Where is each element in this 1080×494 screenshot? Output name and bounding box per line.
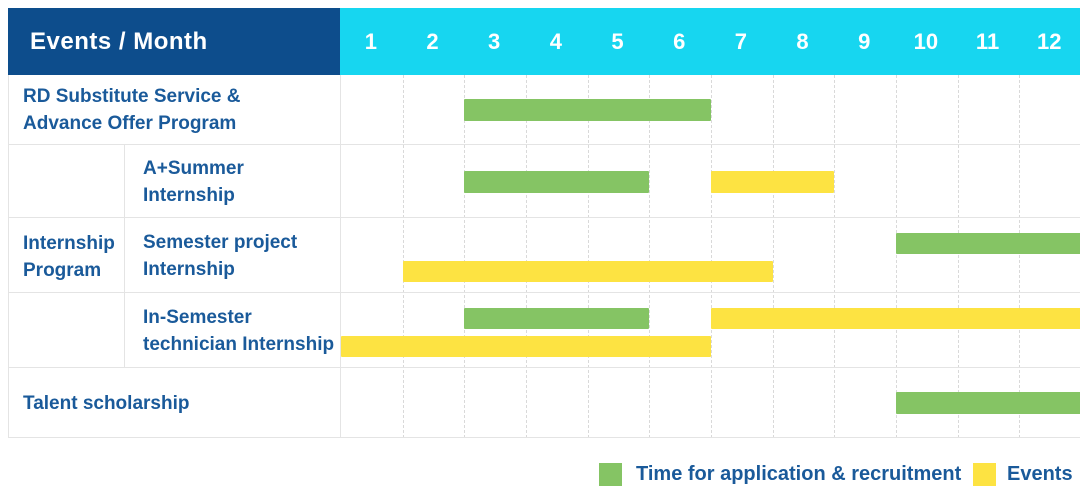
- month-header-9: 9: [858, 28, 871, 54]
- month-header-11: 11: [975, 28, 1000, 54]
- month-gridline-1: [402, 75, 404, 438]
- month-gridline-6: [711, 75, 712, 438]
- month-gridline-2: [464, 75, 466, 438]
- month-gridline-5: [649, 75, 651, 438]
- group-label-line: Program: [23, 259, 102, 281]
- legend-label-recruitment: Time for application & recruitment: [636, 463, 962, 485]
- row-label-1: A+Summer Internship: [125, 145, 341, 218]
- row-label-line: A+Summer: [143, 157, 244, 179]
- row-label-4: Talent scholarship: [9, 368, 341, 438]
- month-header-10: 10: [913, 28, 939, 54]
- gantt-bar-events: [711, 170, 835, 193]
- row-label-0: RD Substitute Service & Advance Offer Pro…: [9, 75, 341, 145]
- legend-swatch-recruitment: [599, 463, 622, 486]
- row-stripe-0: [9, 75, 1080, 145]
- month-gridline-3: [526, 75, 527, 438]
- month-gridline-10: [957, 75, 959, 438]
- month-header-12: 12: [1036, 28, 1062, 54]
- gantt-bar-events: [341, 335, 711, 357]
- month-gridline-9: [896, 75, 897, 438]
- gantt-bar-events: [711, 307, 1080, 329]
- gantt-bar-recruitment: [464, 99, 711, 121]
- group-label-line: Internship: [23, 232, 115, 254]
- month-header-1: 1: [364, 28, 377, 54]
- legend-label-events: Events: [1007, 463, 1073, 485]
- row-label-line: In-Semester: [143, 306, 252, 328]
- row-label-line: Semester project: [143, 231, 298, 253]
- month-header-2: 2: [426, 28, 439, 54]
- row-stripe-1: [9, 145, 1080, 218]
- row-label-2: Semester project Internship: [125, 218, 341, 293]
- header-events-month: Events / Month: [8, 8, 340, 75]
- row-stripe-2: [9, 218, 1080, 293]
- month-header-row: 1 2 3 4 5 6 7 8 9 10 11 12: [340, 8, 1080, 75]
- row-label-line: technician Internship: [143, 333, 335, 355]
- gantt-bar-recruitment: [896, 232, 1080, 254]
- row-label-line: Internship: [143, 184, 235, 206]
- month-gridline-8: [834, 75, 836, 438]
- row-label-line: Internship: [143, 258, 235, 280]
- month-header-5: 5: [611, 28, 624, 54]
- row-label-line: Advance Offer Program: [23, 113, 237, 134]
- legend-swatch-events: [973, 463, 996, 486]
- gantt-plot-area: [341, 75, 1080, 438]
- gantt-bar-recruitment: [464, 307, 650, 329]
- month-gridline-7: [772, 75, 774, 438]
- gantt-bar-recruitment: [464, 170, 650, 193]
- month-gridline-11: [1019, 75, 1021, 438]
- gantt-body: RD Substitute Service & Advance Offer Pro…: [8, 75, 1080, 438]
- legend: Time for application & recruitment Events: [0, 463, 1080, 487]
- row-label-line: RD Substitute Service &: [23, 86, 241, 107]
- month-header-8: 8: [796, 28, 809, 54]
- month-header-4: 4: [549, 28, 562, 54]
- row-stripe-4: [9, 368, 1080, 438]
- gantt-bar-recruitment: [896, 392, 1080, 414]
- row-stripe-3: [9, 293, 1080, 368]
- gantt-bar-events: [402, 260, 773, 282]
- month-gridline-4: [587, 75, 589, 438]
- month-header-3: 3: [488, 28, 501, 54]
- row-label-3: In-Semester technician Internship: [125, 293, 341, 368]
- header-events-month-text: Events / Month: [30, 27, 208, 55]
- month-header-7: 7: [734, 28, 747, 54]
- group-label-internship-program: Internship Program: [9, 145, 125, 368]
- month-header-6: 6: [673, 28, 686, 54]
- row-label-line: Talent scholarship: [23, 392, 190, 414]
